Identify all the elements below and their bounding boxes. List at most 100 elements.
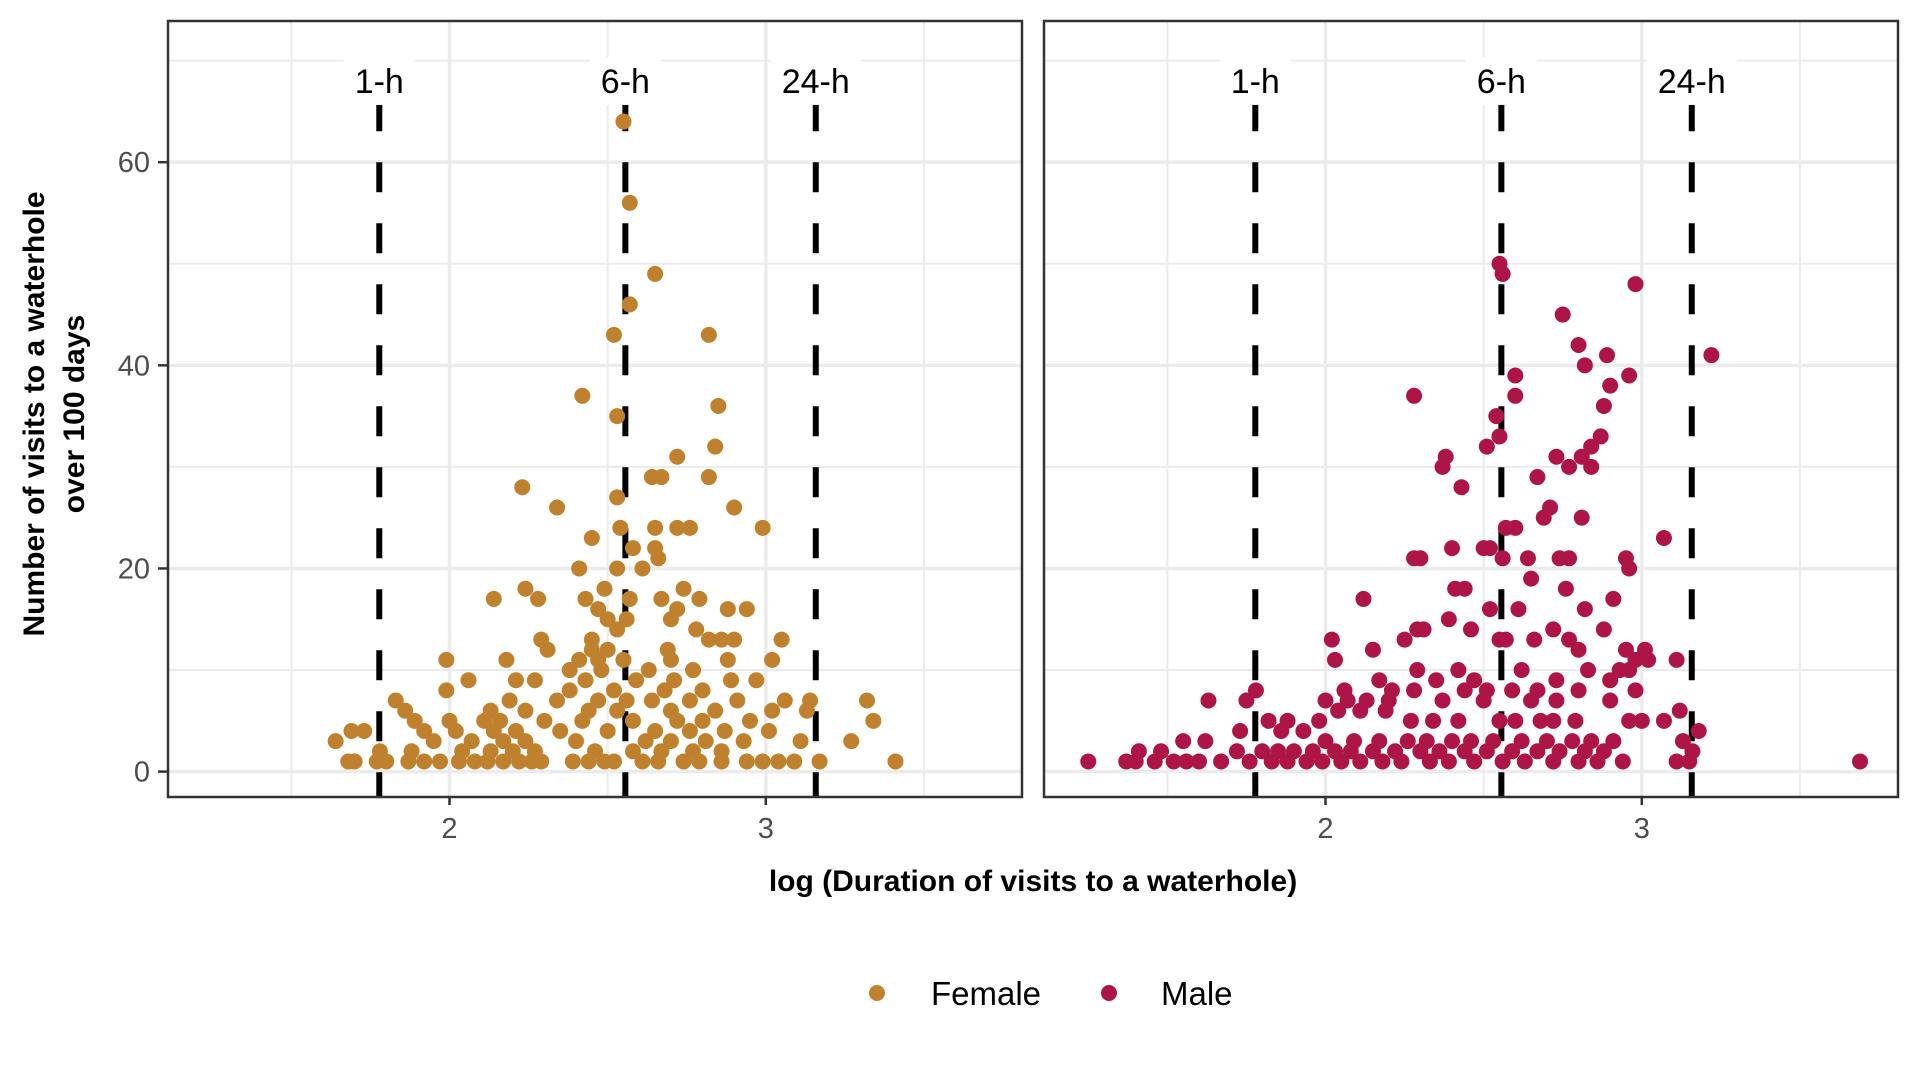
reference-label-1-h: 1-h [1231, 63, 1280, 101]
data-point [1504, 743, 1521, 760]
data-point [590, 692, 607, 709]
x-tick-label: 3 [758, 813, 774, 845]
data-point [1507, 712, 1524, 729]
data-point [416, 753, 433, 770]
data-point [669, 712, 686, 729]
data-point [1260, 712, 1277, 729]
data-point [710, 397, 727, 414]
data-point [511, 753, 528, 770]
data-point [713, 753, 730, 770]
data-point [1371, 672, 1388, 689]
data-point [1655, 529, 1672, 546]
data-point [1681, 753, 1698, 770]
data-point [346, 753, 363, 770]
data-point [628, 672, 645, 689]
legend-label-female: Female [931, 975, 1041, 1012]
data-point [764, 651, 781, 668]
data-point [1254, 743, 1271, 760]
data-point [1545, 753, 1562, 770]
data-point [1573, 448, 1590, 465]
data-point [1298, 753, 1315, 770]
data-point [571, 651, 588, 668]
data-point [1576, 601, 1593, 618]
data-point [675, 580, 692, 597]
data-point [1279, 753, 1296, 770]
data-point [1561, 550, 1578, 567]
data-point [501, 692, 518, 709]
data-point [1617, 641, 1634, 658]
data-point [463, 733, 480, 750]
data-point [476, 712, 493, 729]
data-point [650, 753, 667, 770]
data-point [1475, 692, 1492, 709]
data-point [1640, 651, 1657, 668]
data-point [1532, 712, 1549, 729]
data-point [1355, 590, 1372, 607]
y-axis-title-line-2: over 100 days [58, 315, 91, 513]
data-point [1434, 692, 1451, 709]
data-point [1440, 611, 1457, 628]
data-point [1599, 347, 1616, 364]
data-point [1450, 662, 1467, 679]
data-point [653, 590, 670, 607]
data-point [624, 540, 641, 557]
data-point [1573, 509, 1590, 526]
data-point [577, 590, 594, 607]
data-point [865, 712, 882, 729]
data-point [1364, 743, 1381, 760]
data-point [1526, 631, 1543, 648]
data-point [700, 469, 717, 486]
data-point [691, 753, 708, 770]
data-point [1213, 753, 1230, 770]
data-point [1545, 712, 1562, 729]
data-point [1852, 753, 1869, 770]
data-point [691, 590, 708, 607]
reference-label-background [589, 56, 661, 105]
data-point [517, 702, 534, 719]
data-point [719, 651, 736, 668]
data-point [634, 753, 651, 770]
data-point [406, 712, 423, 729]
data-point [400, 753, 417, 770]
data-point [681, 722, 698, 739]
data-point [378, 753, 395, 770]
data-point [707, 438, 724, 455]
data-point [1127, 753, 1144, 770]
reference-label-6-h: 6-h [1477, 63, 1526, 101]
data-point [1668, 651, 1685, 668]
data-point [1463, 621, 1479, 638]
data-point [466, 753, 483, 770]
data-point [685, 662, 702, 679]
data-point [593, 662, 610, 679]
data-point [1481, 601, 1498, 618]
data-point [1602, 692, 1619, 709]
data-point [1421, 753, 1438, 770]
data-point [729, 692, 746, 709]
data-point [1655, 712, 1672, 729]
data-point [1228, 743, 1245, 760]
data-point [1595, 621, 1612, 638]
data-point [1592, 428, 1609, 445]
data-point [397, 702, 414, 719]
data-point [387, 692, 404, 709]
data-point [1561, 631, 1578, 648]
data-point [688, 621, 705, 638]
data-point [1567, 712, 1584, 729]
data-point [1523, 692, 1540, 709]
data-point [498, 651, 515, 668]
data-point [1175, 733, 1192, 750]
y-tick-label: 20 [118, 553, 150, 585]
data-point [647, 265, 664, 282]
y-tick-label: 60 [118, 147, 150, 179]
data-point [343, 722, 360, 739]
data-point [621, 296, 638, 313]
data-point [609, 489, 626, 506]
data-point [738, 601, 755, 618]
data-point [1621, 712, 1638, 729]
data-point [1595, 397, 1612, 414]
data-point [1247, 682, 1264, 699]
data-point [1364, 641, 1381, 658]
reference-label-1-h: 1-h [355, 63, 404, 101]
data-point [416, 722, 433, 739]
x-tick-label: 3 [1634, 813, 1650, 845]
